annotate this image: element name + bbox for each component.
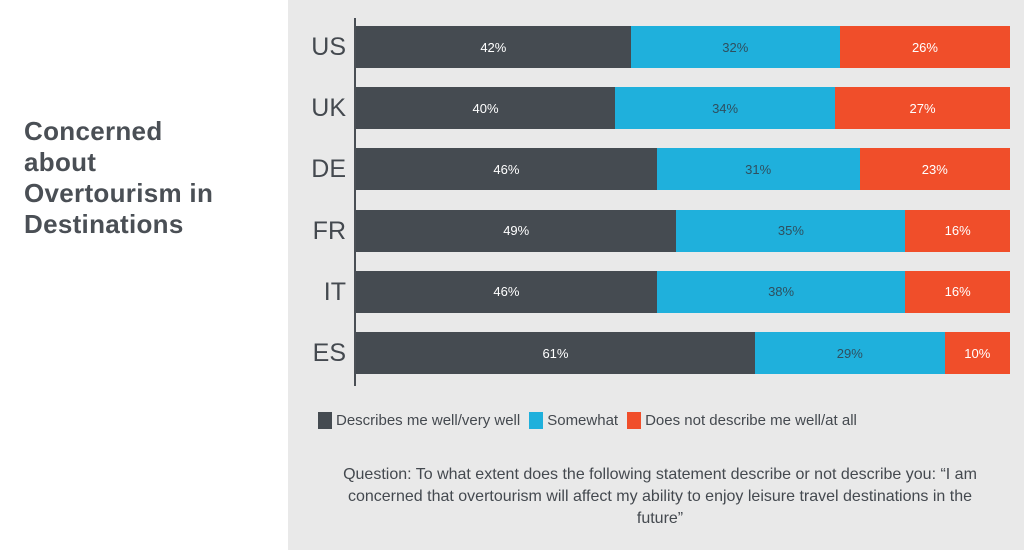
legend-item: Describes me well/very well	[318, 412, 520, 429]
question-note: Question: To what extent does the follow…	[343, 466, 977, 527]
legend: Describes me well/very well Somewhat Does …	[318, 412, 866, 429]
category-label-it: IT	[323, 277, 346, 306]
bar-segment: 16%	[905, 209, 1010, 252]
legend-item: Somewhat	[529, 412, 618, 429]
category-label-es: ES	[312, 339, 346, 367]
legend-swatch	[318, 412, 332, 429]
bar-segment: 16%	[905, 270, 1010, 313]
bar-segment: 49%	[356, 209, 677, 252]
category-label-uk: UK	[311, 94, 346, 123]
bar-us: 42% 32% 26%	[356, 26, 1010, 68]
bar-segment: 61%	[356, 332, 755, 374]
title-line: Concerned	[24, 116, 163, 146]
bar-segment: 32%	[630, 26, 840, 68]
category-label-us: US	[311, 33, 346, 61]
legend-item: Does not describe me well/at all	[627, 412, 857, 429]
bar-es: 61% 29% 10%	[356, 332, 1010, 374]
legend-label: Somewhat	[547, 412, 619, 429]
bar-segment: 10%	[944, 332, 1010, 374]
bar-segment: 42%	[356, 26, 631, 68]
legend-label: Describes me well/very well	[336, 412, 521, 429]
legend-label: Does not describe me well/at all	[645, 412, 857, 429]
bar-segment: 46%	[356, 270, 657, 313]
bar-segment: 29%	[754, 332, 945, 374]
title-line: Destinations	[24, 209, 184, 239]
bar-fr: 49% 35% 16%	[356, 209, 1010, 252]
bar-segment: 38%	[656, 270, 906, 313]
bar-segment: 27%	[835, 87, 1010, 130]
category-label-de: DE	[311, 155, 346, 184]
category-label-fr: FR	[312, 216, 346, 245]
bar-uk: 40% 34% 27%	[356, 87, 1010, 130]
title-line: about	[24, 147, 97, 177]
bar-segment: 46%	[356, 148, 657, 191]
legend-swatch	[529, 412, 544, 429]
bar-segment: 26%	[839, 26, 1010, 68]
bar-segment: 34%	[615, 87, 836, 130]
bar-segment: 35%	[676, 209, 906, 252]
bar-segment: 40%	[356, 87, 615, 130]
bar-de: 46% 31% 23%	[356, 148, 1010, 191]
legend-swatch	[627, 412, 642, 429]
bar-segment: 31%	[656, 148, 860, 191]
title-line: Overtourism in	[24, 178, 214, 208]
y-axis-line	[354, 18, 356, 386]
bar-segment: 23%	[859, 148, 1010, 191]
chart-title: Concerned about Overtourism in Destinations	[24, 116, 213, 240]
bar-it: 46% 38% 16%	[356, 270, 1010, 313]
